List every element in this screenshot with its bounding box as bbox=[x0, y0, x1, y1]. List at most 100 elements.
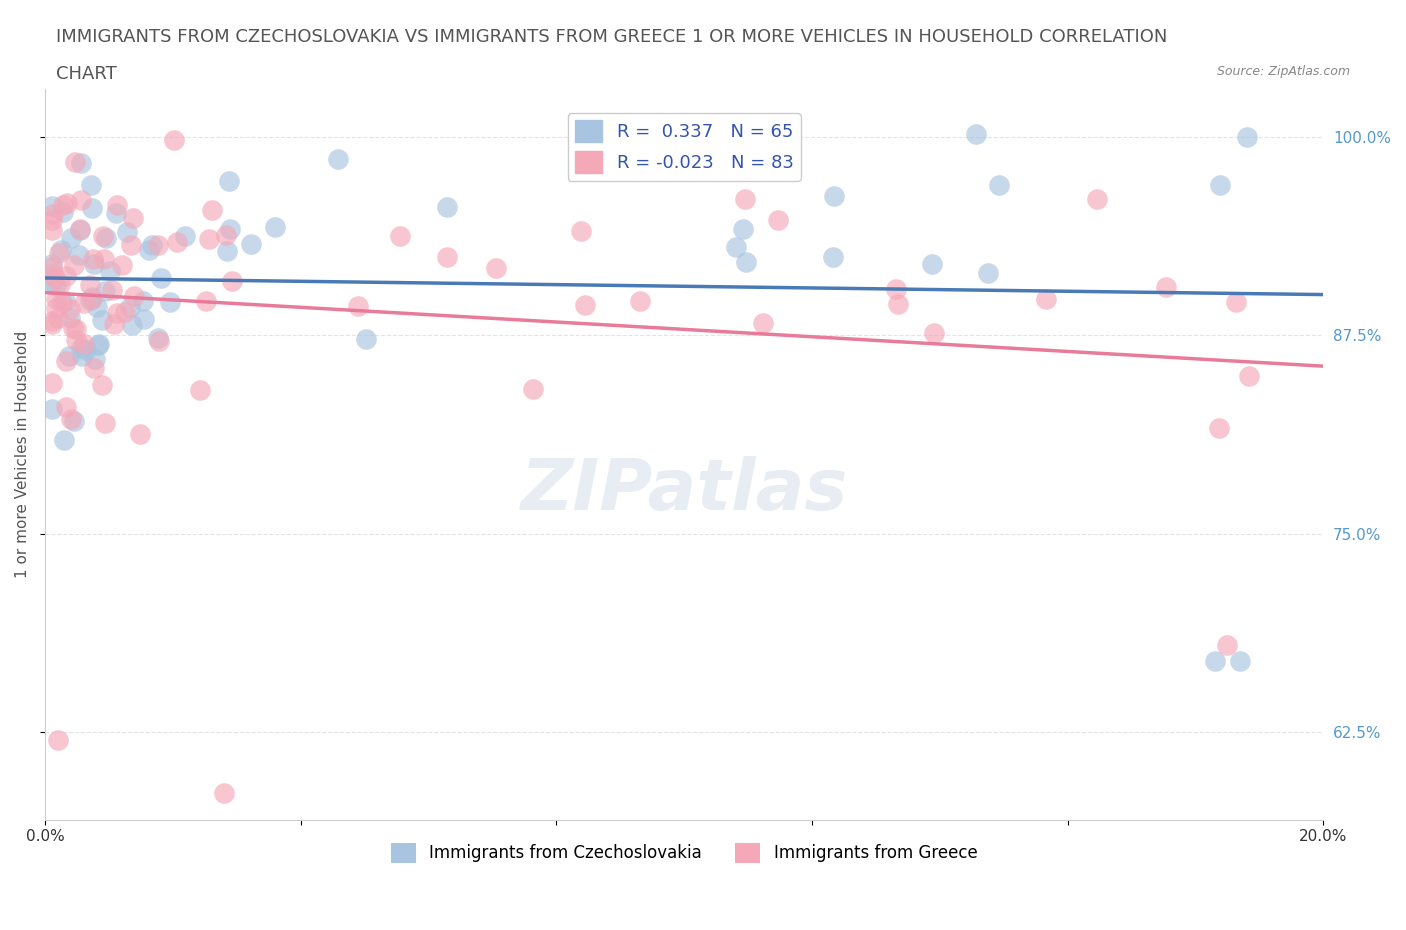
Immigrants from Czechoslovakia bbox=[52, 205, 75, 219]
Immigrants from Greece bbox=[72, 296, 94, 311]
Immigrants from Czechoslovakia bbox=[83, 257, 105, 272]
Immigrants from Greece bbox=[485, 261, 508, 276]
Immigrants from Greece bbox=[93, 251, 115, 266]
Immigrants from Greece bbox=[41, 259, 63, 274]
Immigrants from Czechoslovakia bbox=[823, 188, 845, 203]
Immigrants from Greece bbox=[389, 228, 412, 243]
Immigrants from Greece bbox=[41, 316, 63, 331]
Immigrants from Czechoslovakia bbox=[218, 222, 240, 237]
Immigrants from Greece bbox=[73, 337, 96, 352]
Immigrants from Greece bbox=[56, 195, 79, 210]
Text: Source: ZipAtlas.com: Source: ZipAtlas.com bbox=[1216, 65, 1350, 78]
Immigrants from Czechoslovakia bbox=[59, 311, 82, 325]
Immigrants from Czechoslovakia bbox=[67, 247, 90, 262]
Immigrants from Czechoslovakia bbox=[63, 414, 86, 429]
Immigrants from Greece bbox=[41, 313, 63, 328]
Immigrants from Greece bbox=[1085, 192, 1108, 206]
Immigrants from Czechoslovakia bbox=[150, 270, 173, 285]
Immigrants from Greece bbox=[55, 269, 77, 284]
Immigrants from Greece bbox=[55, 353, 77, 368]
Immigrants from Greece bbox=[52, 198, 75, 213]
Immigrants from Czechoslovakia bbox=[731, 221, 754, 236]
Immigrants from Greece bbox=[62, 320, 84, 335]
Immigrants from Czechoslovakia bbox=[735, 255, 758, 270]
Immigrants from Greece bbox=[41, 267, 63, 282]
Immigrants from Greece bbox=[105, 198, 128, 213]
Immigrants from Greece bbox=[105, 305, 128, 320]
Immigrants from Greece bbox=[751, 316, 773, 331]
Immigrants from Czechoslovakia bbox=[354, 332, 377, 347]
Immigrants from Greece bbox=[45, 292, 67, 307]
Immigrants from Greece bbox=[91, 228, 114, 243]
Immigrants from Czechoslovakia bbox=[93, 284, 115, 299]
Immigrants from Czechoslovakia bbox=[41, 257, 63, 272]
Immigrants from Czechoslovakia bbox=[173, 229, 195, 244]
Immigrants from Czechoslovakia bbox=[79, 293, 101, 308]
Immigrants from Greece bbox=[146, 237, 169, 252]
Immigrants from Greece bbox=[574, 298, 596, 312]
Immigrants from Greece bbox=[124, 288, 146, 303]
Immigrants from Czechoslovakia bbox=[41, 402, 63, 417]
Immigrants from Czechoslovakia bbox=[49, 243, 72, 258]
Immigrants from Greece bbox=[63, 258, 86, 272]
Immigrants from Czechoslovakia bbox=[1208, 178, 1230, 193]
Immigrants from Czechoslovakia bbox=[132, 312, 155, 326]
Immigrants from Czechoslovakia bbox=[1236, 129, 1258, 144]
Immigrants from Greece bbox=[569, 223, 592, 238]
Immigrants from Czechoslovakia bbox=[264, 220, 287, 235]
Immigrants from Greece bbox=[197, 232, 219, 246]
Immigrants from Czechoslovakia bbox=[436, 199, 458, 214]
Immigrants from Czechoslovakia bbox=[87, 336, 110, 351]
Immigrants from Czechoslovakia bbox=[138, 243, 160, 258]
Immigrants from Greece bbox=[59, 412, 82, 427]
Immigrants from Czechoslovakia bbox=[141, 238, 163, 253]
Immigrants from Czechoslovakia bbox=[53, 293, 76, 308]
Immigrants from Greece bbox=[82, 252, 104, 267]
Immigrants from Greece bbox=[63, 155, 86, 170]
Immigrants from Czechoslovakia bbox=[58, 348, 80, 363]
Text: CHART: CHART bbox=[56, 65, 117, 83]
Immigrants from Czechoslovakia bbox=[159, 294, 181, 309]
Immigrants from Czechoslovakia bbox=[218, 174, 240, 189]
Immigrants from Czechoslovakia bbox=[131, 293, 153, 308]
Immigrants from Greece bbox=[221, 273, 243, 288]
Immigrants from Greece bbox=[1154, 280, 1177, 295]
Immigrants from Greece bbox=[201, 203, 224, 218]
Immigrants from Greece bbox=[768, 213, 790, 228]
Immigrants from Czechoslovakia bbox=[91, 312, 114, 327]
Immigrants from Czechoslovakia bbox=[724, 240, 747, 255]
Immigrants from Greece bbox=[42, 206, 65, 221]
Immigrants from Czechoslovakia bbox=[80, 200, 103, 215]
Immigrants from Czechoslovakia bbox=[84, 352, 107, 366]
Immigrants from Greece bbox=[347, 299, 370, 314]
Immigrants from Czechoslovakia bbox=[988, 177, 1011, 192]
Immigrants from Greece bbox=[120, 237, 142, 252]
Immigrants from Greece bbox=[65, 332, 87, 347]
Immigrants from Czechoslovakia bbox=[921, 257, 943, 272]
Immigrants from Greece bbox=[41, 223, 63, 238]
Immigrants from Greece bbox=[922, 326, 945, 340]
Immigrants from Czechoslovakia bbox=[86, 299, 108, 314]
Immigrants from Czechoslovakia bbox=[96, 231, 118, 246]
Immigrants from Czechoslovakia bbox=[70, 349, 93, 364]
Immigrants from Czechoslovakia bbox=[80, 178, 103, 193]
Immigrants from Czechoslovakia bbox=[60, 230, 83, 245]
Immigrants from Greece bbox=[79, 278, 101, 293]
Immigrants from Greece bbox=[121, 210, 143, 225]
Immigrants from Czechoslovakia bbox=[69, 340, 91, 355]
Immigrants from Czechoslovakia bbox=[326, 152, 349, 166]
Legend: Immigrants from Czechoslovakia, Immigrants from Greece: Immigrants from Czechoslovakia, Immigran… bbox=[384, 836, 984, 870]
Immigrants from Greece bbox=[1035, 291, 1057, 306]
Immigrants from Greece bbox=[49, 276, 72, 291]
Immigrants from Greece bbox=[51, 295, 73, 310]
Immigrants from Greece bbox=[166, 234, 188, 249]
Immigrants from Greece bbox=[69, 221, 91, 236]
Immigrants from Greece bbox=[1237, 368, 1260, 383]
Immigrants from Greece bbox=[1216, 637, 1239, 652]
Immigrants from Greece bbox=[82, 292, 104, 307]
Immigrants from Greece bbox=[188, 383, 211, 398]
Immigrants from Czechoslovakia bbox=[104, 206, 127, 220]
Immigrants from Greece bbox=[59, 302, 82, 317]
Immigrants from Czechoslovakia bbox=[45, 279, 67, 294]
Immigrants from Greece bbox=[884, 282, 907, 297]
